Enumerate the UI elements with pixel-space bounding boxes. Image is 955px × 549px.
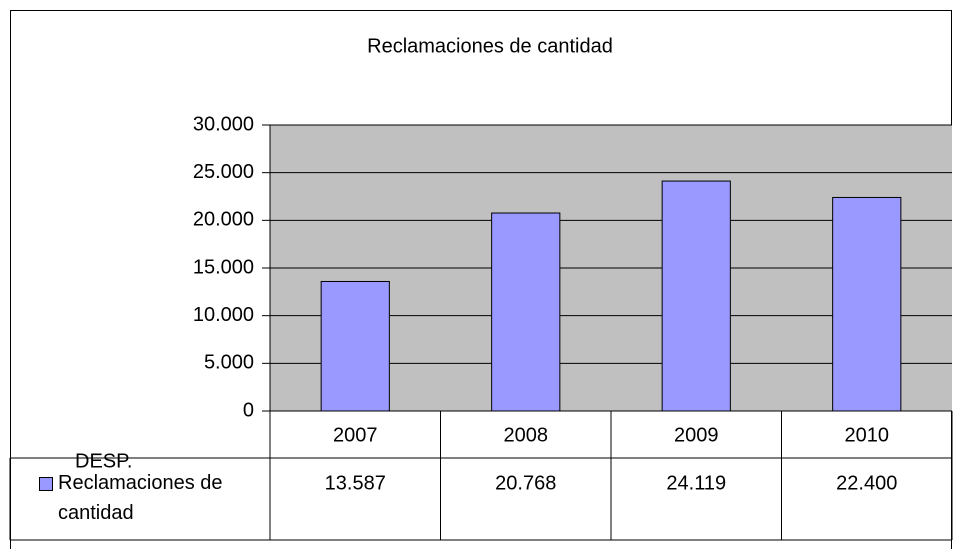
bar [491,212,561,412]
y-tick-label: 10.000 [193,304,254,326]
annotation: DESP. [75,450,132,472]
x-tick-label: 2007 [333,424,378,446]
bar [320,280,390,412]
data-label: 13.587 [325,472,386,494]
x-tick-label: 2009 [674,424,719,446]
bar [661,180,731,412]
data-label: 24.119 [666,472,726,494]
data-label: 20.768 [495,472,556,494]
y-tick-label: 20.000 [193,209,254,231]
y-tick-label: 5.000 [204,352,254,374]
y-tick-label: 0 [243,399,254,421]
legend-label: Reclamaciones de cantidad [58,472,223,524]
legend-swatch [39,477,53,491]
bar [832,196,902,412]
y-tick-label: 25.000 [193,161,254,183]
x-tick-label: 2010 [845,424,890,446]
chart-title: Reclamaciones de cantidad [367,35,613,57]
y-tick-label: 30.000 [193,113,254,135]
data-label: 22.400 [836,472,897,494]
x-tick-label: 2008 [504,424,549,446]
y-tick-label: 15.000 [193,256,254,278]
